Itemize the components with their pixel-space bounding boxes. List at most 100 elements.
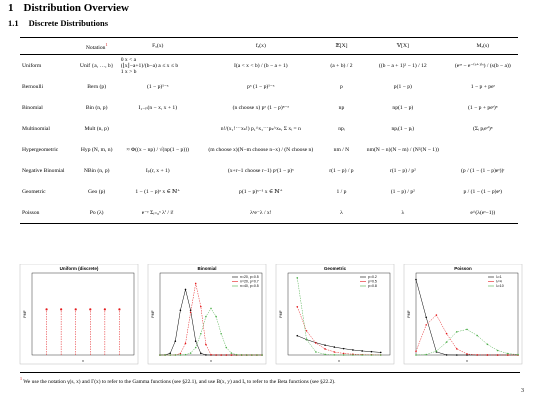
- point: [169, 352, 171, 355]
- point: [189, 311, 192, 314]
- point: [230, 352, 233, 354]
- formula-cell: (1 − p)¹⁻ˣ: [147, 83, 169, 90]
- y-axis-label: PMF: [151, 310, 155, 317]
- formula-cell: (n choose x) pˣ (1 − p)ⁿ⁻ˣ: [232, 104, 290, 111]
- panel-frame: [147, 264, 267, 365]
- formula-cell: Hyp (N, m, n): [80, 146, 113, 153]
- series-line: [159, 289, 262, 356]
- formula-cell: Bin (n, p): [85, 104, 108, 111]
- formula-cell: ≈ Φ((x − np) / √(np(1 − p))): [126, 146, 189, 153]
- point: [89, 308, 92, 311]
- point: [379, 354, 382, 356]
- header-cell: Notation1: [74, 37, 119, 55]
- legend-label: n=40, p=0.5: [240, 284, 259, 288]
- point: [435, 350, 438, 352]
- point: [324, 344, 326, 346]
- formula-cell: (x+r−1 choose r−1) pʳ(1 − p)ˣ: [227, 167, 294, 174]
- formula-cell: nm / N: [333, 146, 350, 153]
- point: [333, 351, 336, 353]
- point: [225, 346, 228, 349]
- point: [476, 354, 479, 356]
- point: [466, 328, 468, 331]
- formula-cell: np(1 − p): [392, 104, 414, 111]
- formula-cell: 1 − p + peˢ: [470, 83, 495, 90]
- point: [456, 354, 458, 356]
- formula-cell: (eᵃˢ − e⁻⁽ᵇ⁺¹⁾ˢ) / (s(b − a)): [454, 62, 511, 69]
- plot-title: Binomial: [197, 266, 216, 271]
- point: [425, 324, 428, 326]
- formula-cell: np: [338, 104, 345, 111]
- distribution-name: Uniform: [22, 62, 42, 69]
- formula-cell: npᵢ(1 − pᵢ): [391, 125, 415, 132]
- formula-cell: p(1 − p)ˣ⁻¹ x ∈ ℕ⁺: [239, 188, 283, 195]
- point: [240, 354, 243, 356]
- point: [179, 309, 182, 312]
- legend-label: λ=1: [496, 275, 502, 279]
- point: [476, 334, 479, 337]
- point: [342, 347, 345, 350]
- formula-cell: p / (1 − (1 − p)eˢ): [463, 188, 503, 195]
- point: [370, 350, 373, 353]
- point: [194, 340, 197, 343]
- point: [194, 282, 197, 285]
- footnote-mark: 1: [105, 41, 108, 47]
- formula-line: 1 x > b: [120, 68, 137, 75]
- distribution-name: Bernoulli: [22, 83, 44, 90]
- legend-label: p=0.5: [368, 280, 377, 284]
- point: [200, 352, 202, 355]
- formula-cell: Iₚ(r, x + 1): [145, 167, 170, 174]
- point: [324, 353, 326, 356]
- x-axis-label: x: [466, 359, 468, 363]
- panel-frame: [275, 264, 395, 365]
- point: [315, 342, 317, 344]
- point: [179, 352, 182, 355]
- point: [74, 308, 77, 311]
- point: [210, 353, 212, 356]
- series-line: [415, 279, 518, 356]
- table-row: Geometric Geo (p) 1 − (1 − p)ˣ x ∈ ℕ⁺ p(1 −…: [20, 181, 518, 202]
- table-row: Multinomial Mult (n, p) n!/(x₁!⋯xₖ!) p₁^x₁…: [20, 118, 518, 139]
- plot-area: [31, 272, 135, 356]
- formula-cell: λ: [324, 202, 359, 224]
- point: [189, 352, 192, 354]
- table-row: Poisson Po (λ) e⁻ᵞ Σᵢ₌₀ˣ λⁱ / i! λˣe⁻λ / x!…: [20, 202, 518, 224]
- formula-cell: e^(λ(eˢ−1)): [447, 202, 518, 224]
- footnote-text: We use the notation γ(s, x) and Γ(x) to …: [23, 378, 336, 385]
- plots: Uniform (discrete) x PMF Binomial x PMF n=20, …: [19, 264, 523, 365]
- formula-cell: Unif {a, …, b}: [79, 62, 114, 69]
- distribution-table: Notation1 Fₓ(x) fₓ(x) 𝔼[X] 𝕍[X] Mₓ(s) Uniform U…: [20, 37, 518, 224]
- plot-title: Geometric: [324, 266, 347, 271]
- point: [118, 308, 121, 311]
- table-row: Negative Binomial NBin (n, p) Iₚ(r, x + 1)…: [20, 160, 518, 181]
- point: [333, 346, 336, 348]
- formula-cell: I(a < x < b) / (b − a + 1): [234, 62, 288, 69]
- point: [220, 332, 222, 335]
- point: [205, 315, 207, 318]
- formula-cell: r(1 − p) / p: [329, 167, 354, 174]
- point: [352, 354, 354, 356]
- formula-cell: I₁₋ₚ(n − x, x + 1): [138, 104, 178, 111]
- empty-cell: [448, 139, 518, 160]
- formula-cell: λ: [358, 202, 448, 224]
- distribution-name: Poisson: [20, 202, 75, 224]
- point: [174, 354, 177, 356]
- formula-cell: n!/(x₁!⋯xₖ!) p₁^x₁⋯pₖ^xₖ, Σ xᵢ = n: [220, 125, 301, 132]
- point: [164, 354, 166, 356]
- formula-cell: p: [340, 83, 343, 90]
- legend-label: λ=10: [496, 284, 504, 288]
- series-line: [297, 306, 381, 356]
- point: [296, 305, 299, 308]
- point: [361, 354, 363, 356]
- formula-cell: (1 − p + peˢ)ⁿ: [468, 104, 498, 111]
- series-line: [297, 277, 381, 356]
- point: [466, 353, 468, 355]
- point: [169, 354, 171, 356]
- point: [315, 351, 317, 353]
- point: [435, 314, 438, 316]
- formula-cell: NBin (n, p): [83, 167, 110, 174]
- formula-cell: pˣ (1 − p)¹⁻ˣ: [247, 83, 275, 90]
- point: [103, 308, 106, 311]
- point: [251, 354, 253, 356]
- point: [486, 343, 489, 346]
- legend-label: λ=4: [496, 280, 502, 284]
